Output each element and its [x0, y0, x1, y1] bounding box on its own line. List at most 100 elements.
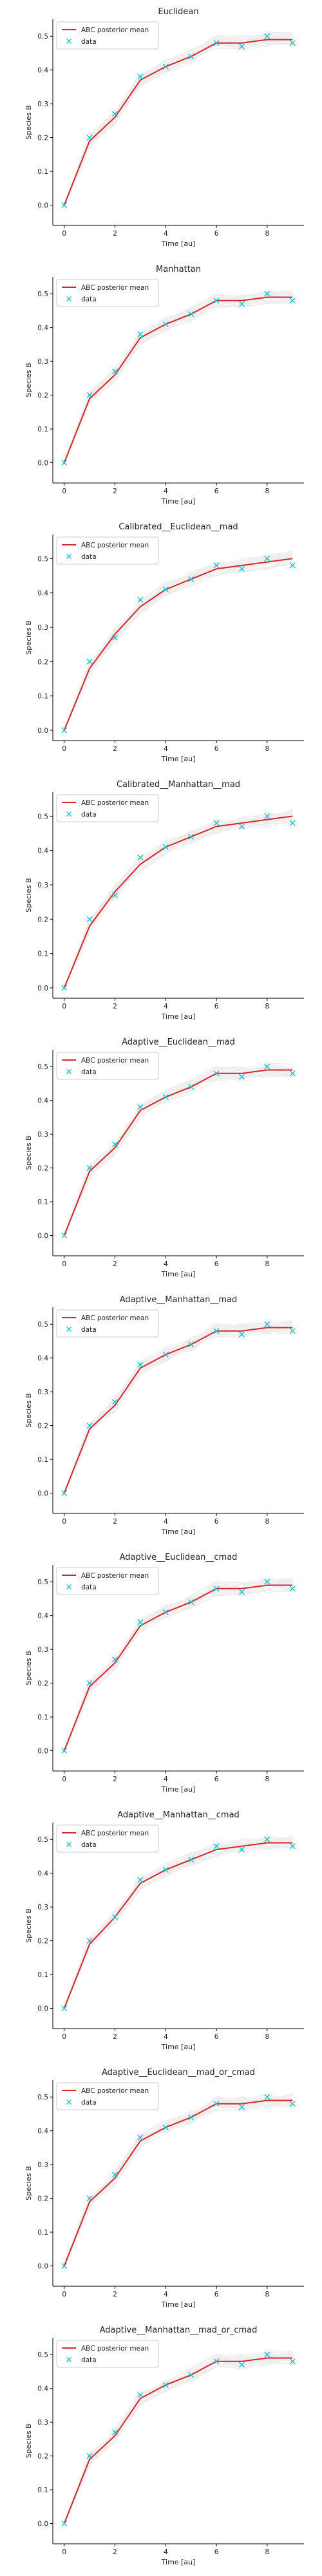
posterior-sample-line: [64, 813, 293, 987]
data-point: [264, 1578, 270, 1585]
posterior-sample-line: [64, 808, 293, 989]
data-point: [137, 2392, 144, 2398]
y-tick-label: 0.3: [37, 1904, 48, 1911]
posterior-sample-line: [64, 35, 293, 207]
posterior-sample-line: [64, 294, 293, 464]
data-point: [188, 1341, 194, 1348]
posterior-sample-line: [64, 561, 293, 730]
posterior-mean-line: [63, 2357, 293, 2524]
posterior-sample-line: [64, 556, 293, 730]
legend-marker-swatch: [66, 811, 71, 817]
data-point: [61, 1233, 68, 1239]
data-point: [264, 1321, 270, 1327]
x-tick-label: 0: [62, 1260, 66, 1268]
data-point: [289, 298, 296, 304]
data-point: [112, 634, 118, 641]
posterior-sample-line: [64, 2100, 293, 2267]
x-tick-label: 0: [62, 230, 66, 238]
x-tick-label: 2: [113, 745, 117, 753]
posterior-sample-line: [64, 1067, 293, 1236]
y-tick-label: 0.4: [37, 848, 48, 855]
posterior-sample-line: [64, 1835, 293, 2010]
posterior-sample-line: [64, 1580, 293, 1752]
posterior-sample-line: [64, 819, 293, 989]
posterior-sample-line: [64, 1835, 293, 2009]
posterior-sample-line: [64, 1323, 293, 1495]
legend-box: [56, 279, 159, 307]
x-tick-label: 4: [164, 1003, 168, 1010]
data-point: [61, 2005, 68, 2012]
x-tick-label: 4: [164, 1776, 168, 1783]
posterior-sample-line: [64, 1320, 293, 1494]
posterior-sample-line: [64, 1321, 293, 1494]
posterior-sample-line: [64, 1066, 293, 1237]
data-point: [188, 2114, 194, 2121]
posterior-sample-line: [64, 819, 293, 987]
legend-marker-swatch: [66, 2099, 71, 2105]
x-tick-label: 2: [113, 2033, 117, 2041]
posterior-sample-line: [64, 292, 293, 462]
data-point: [213, 562, 220, 569]
data-point: [264, 1063, 270, 1070]
posterior-sample-line: [64, 1839, 293, 2008]
legend-label-mean: ABC posterior mean: [81, 1572, 149, 1580]
chart-title: Adaptive__Euclidean__mad_or_cmad: [102, 2068, 255, 2078]
posterior-sample-line: [64, 551, 293, 732]
data-point: [61, 202, 68, 209]
data-point: [61, 1748, 68, 1754]
data-point: [188, 1599, 194, 1605]
data-point: [264, 1836, 270, 1842]
posterior-sample-line: [64, 1321, 293, 1493]
legend-marker-swatch: [66, 39, 71, 44]
x-tick-label: 4: [164, 2291, 168, 2298]
x-tick-label: 0: [62, 1518, 66, 1526]
posterior-mean-line: [63, 1327, 293, 1493]
y-tick-label: 0.2: [37, 2453, 48, 2461]
data-point: [162, 586, 169, 592]
data-point: [188, 1857, 194, 1863]
posterior-samples: [64, 2093, 293, 2268]
y-tick-label: 0.3: [37, 1388, 48, 1396]
data-point: [238, 1846, 245, 1853]
data-point: [238, 1589, 245, 1595]
legend-box: [56, 21, 159, 50]
posterior-sample-line: [64, 1579, 293, 1751]
x-tick-label: 4: [164, 230, 168, 238]
posterior-sample-line: [64, 811, 293, 989]
x-axis-label: Time [au]: [161, 1270, 196, 1278]
posterior-sample-line: [64, 1577, 293, 1750]
posterior-sample-line: [64, 37, 293, 206]
data-point: [188, 2372, 194, 2378]
x-axis-label: Time [au]: [161, 755, 196, 763]
legend-box: [56, 536, 159, 565]
posterior-sample-line: [64, 554, 293, 730]
x-axis-label: Time [au]: [161, 240, 196, 248]
x-tick-label: 6: [214, 1776, 219, 1783]
posterior-samples: [64, 1063, 293, 1237]
chart-title: Euclidean: [158, 7, 198, 17]
legend-label-mean: ABC posterior mean: [81, 542, 149, 549]
posterior-sample-line: [64, 822, 293, 988]
posterior-sample-line: [64, 1842, 293, 2008]
posterior-sample-line: [64, 294, 293, 464]
data-point: [137, 1619, 144, 1625]
data-point: [61, 2263, 68, 2269]
x-tick-label: 2: [113, 1518, 117, 1526]
legend-marker-swatch: [66, 296, 71, 301]
data-point: [162, 2124, 169, 2130]
posterior-sample-line: [64, 2096, 293, 2266]
posterior-sample-line: [64, 1582, 293, 1752]
posterior-sample-line: [64, 292, 293, 463]
data-point: [238, 565, 245, 572]
posterior-sample-line: [64, 558, 293, 731]
data-point: [137, 1877, 144, 1883]
chart-panel: Adaptive__Euclidean__cmad 0 2 4 6 8 0.0 0.1 0.2 0…: [24, 1553, 304, 1794]
posterior-sample-line: [64, 811, 293, 989]
posterior-sample-line: [64, 1325, 293, 1493]
posterior-samples: [64, 32, 293, 207]
y-tick-label: 0.4: [37, 2385, 48, 2393]
posterior-sample-line: [64, 1325, 293, 1493]
data-point: [264, 2351, 270, 2358]
legend-label-data: data: [81, 1584, 97, 1591]
y-tick-label: 0.3: [37, 100, 48, 108]
